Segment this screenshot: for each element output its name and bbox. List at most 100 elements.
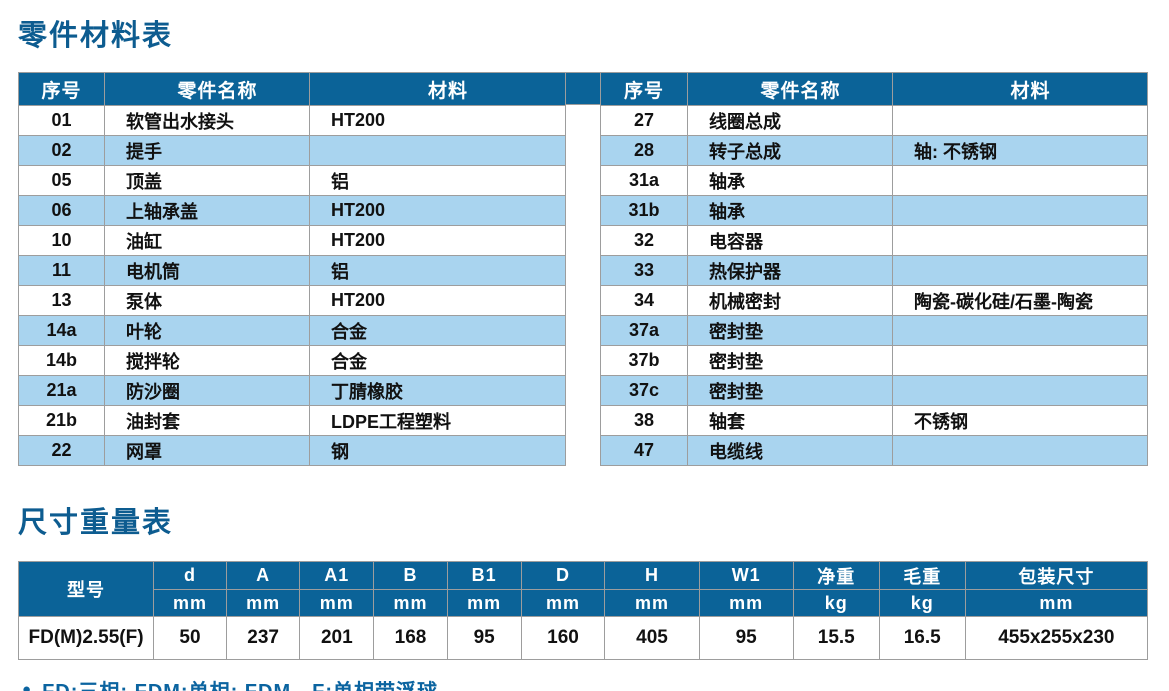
header-col-label: B — [373, 561, 448, 590]
part-no-cell: 34 — [600, 285, 688, 316]
part-name-cell: 提手 — [104, 135, 310, 166]
part-material-cell — [892, 195, 1148, 226]
part-name-cell: 转子总成 — [687, 135, 893, 166]
part-no-cell: 22 — [18, 435, 105, 466]
part-name-cell: 油缸 — [104, 225, 310, 256]
dimensions-weight-table: 型号 d A A1 B B1 D H W1 净重 毛重 包装尺寸 mm mm m… — [17, 561, 1149, 660]
table-row: 22 网罩钢 — [18, 435, 566, 466]
parts-tables-section: 序号 零件名称 材料 01 软管出水接头 HT200 02 提手 05 顶盖铝 06 上轴… — [18, 72, 1148, 466]
parts-table-right: 序号 零件名称 材料 27 线圈总成 28 转子总成 轴: 不锈钢 31a 轴承 31b… — [600, 72, 1148, 466]
header-col-label: W1 — [698, 561, 794, 590]
table-row: 05 顶盖铝 — [18, 165, 566, 196]
header-part-no: 序号 — [18, 72, 105, 106]
footnote-text: FD:三相; FDM:单相; FDM…F:单相带浮球 — [42, 675, 438, 691]
gap-body — [566, 105, 600, 465]
table-row: 27 线圈总成 — [600, 105, 1148, 136]
table-row: 14b 搅拌轮 合金 — [18, 345, 566, 376]
table-gap-column — [566, 72, 600, 465]
table-row: 13 泵体 HT200 — [18, 285, 566, 316]
table-row: 11 电机筒铝 — [18, 255, 566, 286]
part-material-cell: 铝 — [309, 165, 566, 196]
table-row: 21b 油封套 LDPE工程塑料 — [18, 405, 566, 436]
value-cell: 405 — [604, 616, 700, 660]
part-no-cell: 14b — [18, 345, 105, 376]
part-material-cell: HT200 — [309, 225, 566, 256]
value-cell: 455x255x230 — [964, 616, 1149, 660]
part-name-cell: 轴套 — [687, 405, 893, 436]
parts-table-title: 零件材料表 — [18, 20, 174, 52]
header-col-label: A — [225, 561, 301, 590]
part-material-cell: 轴: 不锈钢 — [892, 135, 1148, 166]
part-material-cell: 合金 — [309, 345, 566, 376]
part-name-cell: 泵体 — [104, 285, 310, 316]
part-name-cell: 软管出水接头 — [104, 105, 310, 136]
part-no-cell: 13 — [18, 285, 105, 316]
part-no-cell: 05 — [18, 165, 105, 196]
part-name-cell: 网罩 — [104, 435, 310, 466]
part-no-cell: 31a — [600, 165, 688, 196]
part-no-cell: 38 — [600, 405, 688, 436]
part-name-cell: 防沙圈 — [104, 375, 310, 406]
header-col-unit: mm — [604, 589, 700, 617]
footnote: ● FD:三相; FDM:单相; FDM…F:单相带浮球 — [18, 675, 1148, 691]
dims-data-row: FD(M)2.55(F) 50 237 201 168 95 160 405 9… — [17, 616, 1149, 660]
part-name-cell: 顶盖 — [104, 165, 310, 196]
part-material-cell — [309, 135, 566, 166]
part-name-cell: 热保护器 — [687, 255, 893, 286]
bullet-icon: ● — [22, 681, 33, 691]
table-row: 33 热保护器 — [600, 255, 1148, 286]
table-header-row: 序号 零件名称 材料 — [18, 72, 566, 106]
part-material-cell: 铝 — [309, 255, 566, 286]
part-name-cell: 密封垫 — [687, 345, 893, 376]
part-no-cell: 37b — [600, 345, 688, 376]
header-col-label: 包装尺寸 — [964, 561, 1149, 590]
value-cell: 16.5 — [878, 616, 966, 660]
value-cell: 95 — [698, 616, 794, 660]
dims-header-unit-row: mm mm mm mm mm mm mm mm kg kg mm — [19, 589, 1149, 617]
part-no-cell: 33 — [600, 255, 688, 286]
header-col-label: A1 — [299, 561, 375, 590]
table-row: 06 上轴承盖 HT200 — [18, 195, 566, 226]
part-material-cell — [892, 375, 1148, 406]
part-material-cell: 钢 — [309, 435, 566, 466]
value-cell: 237 — [225, 616, 301, 660]
part-material-cell: 陶瓷-碳化硅/石墨-陶瓷 — [892, 285, 1148, 316]
part-no-cell: 02 — [18, 135, 105, 166]
part-name-cell: 密封垫 — [687, 375, 893, 406]
part-no-cell: 37c — [600, 375, 688, 406]
part-no-cell: 01 — [18, 105, 105, 136]
part-no-cell: 21a — [18, 375, 105, 406]
header-col-label: d — [153, 561, 227, 590]
header-col-unit: mm — [373, 589, 448, 617]
part-no-cell: 06 — [18, 195, 105, 226]
part-no-cell: 21b — [18, 405, 105, 436]
part-no-cell: 14a — [18, 315, 105, 346]
part-no-cell: 10 — [18, 225, 105, 256]
part-material-cell — [892, 345, 1148, 376]
header-col-unit: mm — [698, 589, 794, 617]
part-name-cell: 密封垫 — [687, 315, 893, 346]
table-row: 14a 叶轮 合金 — [18, 315, 566, 346]
dims-header-label-row: 型号 d A A1 B B1 D H W1 净重 毛重 包装尺寸 — [17, 561, 1149, 617]
header-col-unit: mm — [153, 589, 227, 617]
header-col-label: D — [520, 561, 606, 590]
part-material-cell — [892, 225, 1148, 256]
part-name-cell: 电缆线 — [687, 435, 893, 466]
part-no-cell: 27 — [600, 105, 688, 136]
table-row: 31b 轴承 — [600, 195, 1148, 226]
value-cell: 15.5 — [792, 616, 880, 660]
table-row: 28 转子总成 轴: 不锈钢 — [600, 135, 1148, 166]
table-row: 38 轴套 不锈钢 — [600, 405, 1148, 436]
part-material-cell — [892, 435, 1148, 466]
part-material-cell: HT200 — [309, 195, 566, 226]
part-no-cell: 11 — [18, 255, 105, 286]
table-row: 37c 密封垫 — [600, 375, 1148, 406]
table-row: 37b 密封垫 — [600, 345, 1148, 376]
value-cell: 95 — [446, 616, 522, 660]
header-col-unit: mm — [225, 589, 301, 617]
part-no-cell: 28 — [600, 135, 688, 166]
part-material-cell — [892, 165, 1148, 196]
header-col-label: B1 — [446, 561, 522, 590]
header-col-unit: mm — [964, 589, 1149, 617]
